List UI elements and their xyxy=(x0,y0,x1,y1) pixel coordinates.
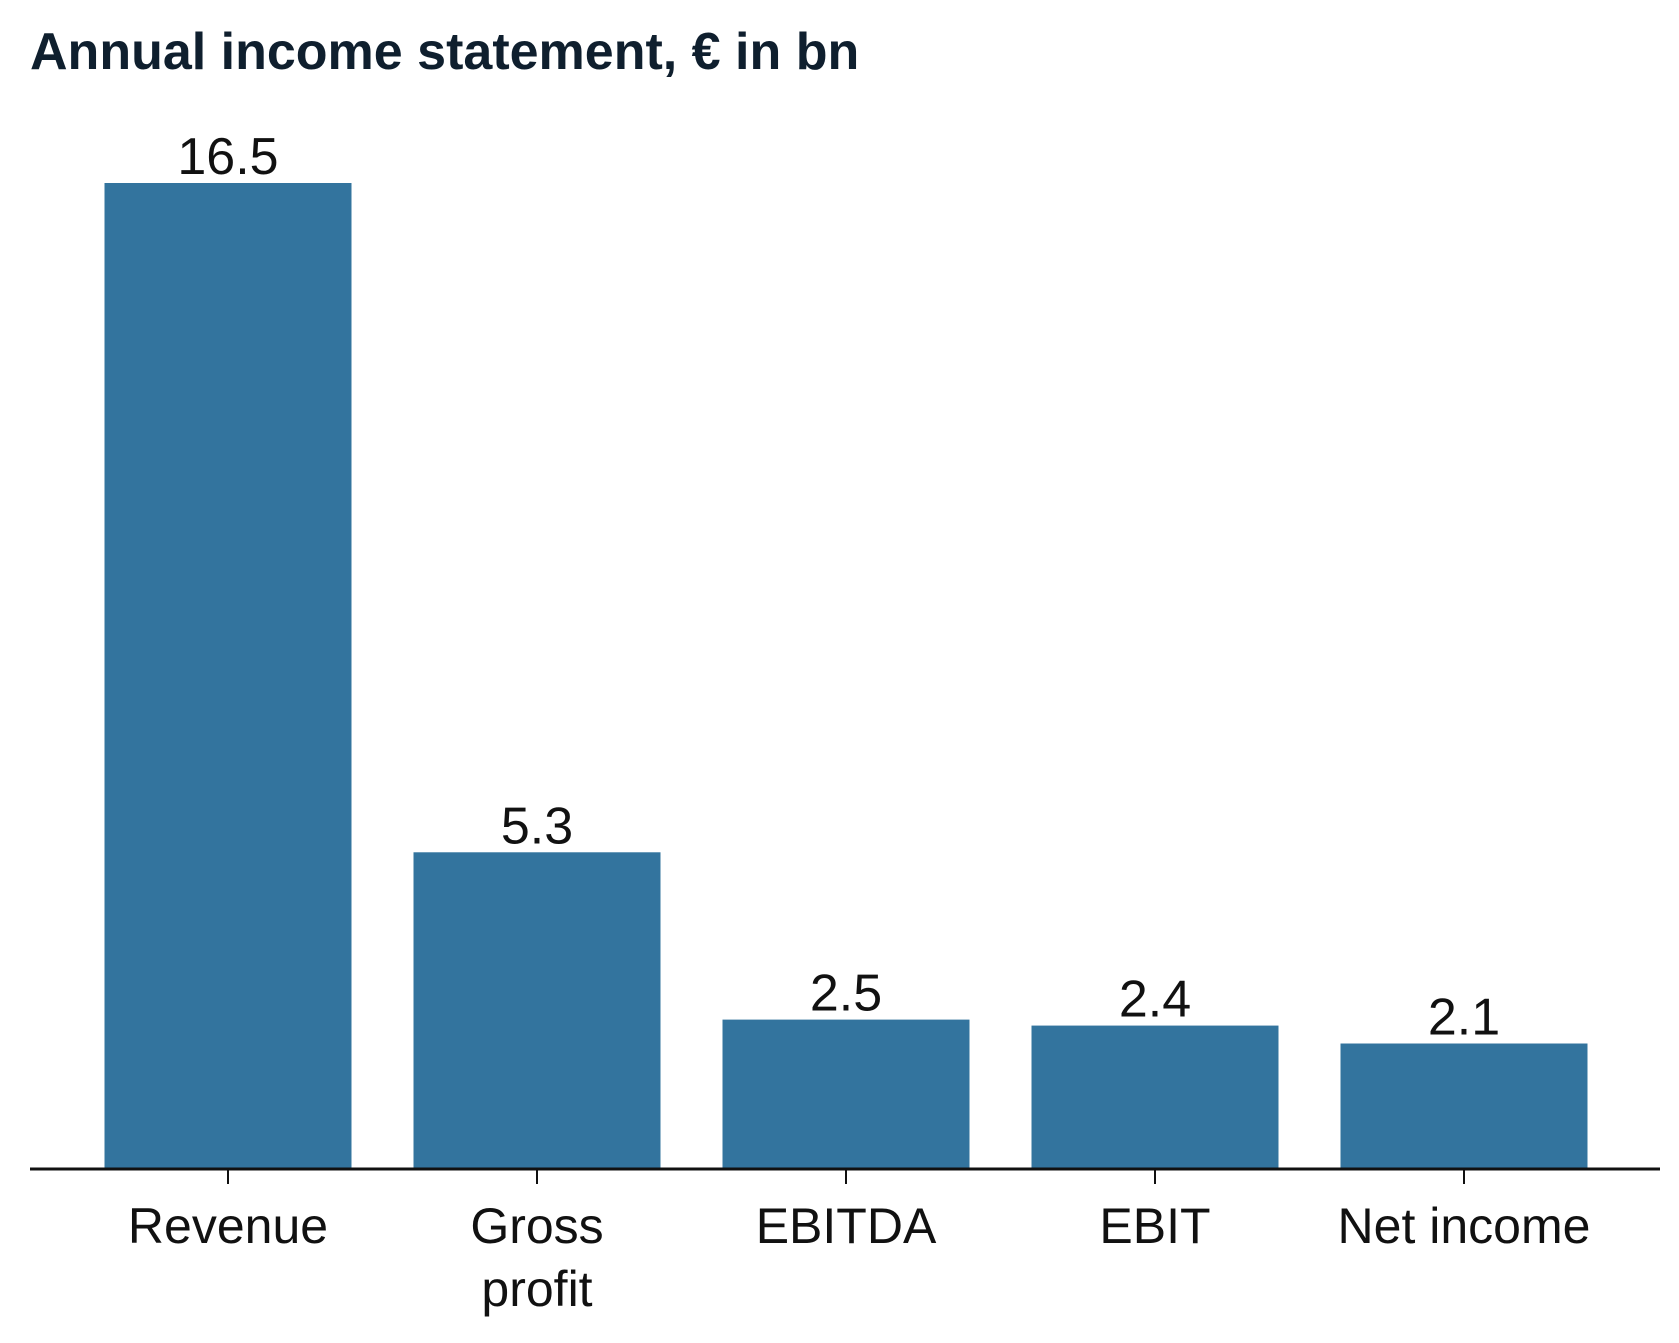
x-tick-label: Gross profit xyxy=(470,1198,603,1317)
chart-title: Annual income statement, € in bn xyxy=(30,23,860,81)
x-tick-label-line: Gross xyxy=(470,1198,603,1254)
x-tick-label-line: profit xyxy=(481,1261,592,1317)
x-axis: Revenue Gross profit EBITDA EBIT Net income xyxy=(30,1167,1660,1317)
bars-layer xyxy=(104,183,1588,1169)
value-label: 5.3 xyxy=(501,797,573,855)
x-tick-label-line: Net income xyxy=(1338,1198,1591,1254)
x-tick-label: Revenue xyxy=(128,1198,328,1254)
value-label: 2.1 xyxy=(1428,989,1500,1047)
value-label: 2.4 xyxy=(1119,971,1191,1029)
bar-gross-profit xyxy=(413,852,661,1169)
x-tick-label: EBITDA xyxy=(756,1198,937,1254)
x-tick-label-line: Revenue xyxy=(128,1198,328,1254)
bar-ebitda xyxy=(722,1019,970,1169)
x-tick-label-line: EBITDA xyxy=(756,1198,937,1254)
value-label: 16.5 xyxy=(177,128,278,186)
x-tick-label-line: EBIT xyxy=(1099,1198,1210,1254)
x-tick-label: Net income xyxy=(1338,1198,1591,1254)
bar-net-income xyxy=(1340,1043,1588,1169)
bar-ebit xyxy=(1031,1025,1279,1169)
x-tick-label: EBIT xyxy=(1099,1198,1210,1254)
bar-revenue xyxy=(104,183,352,1169)
value-label: 2.5 xyxy=(810,965,882,1023)
value-labels-layer: 16.5 5.3 2.5 2.4 2.1 xyxy=(177,128,1500,1047)
